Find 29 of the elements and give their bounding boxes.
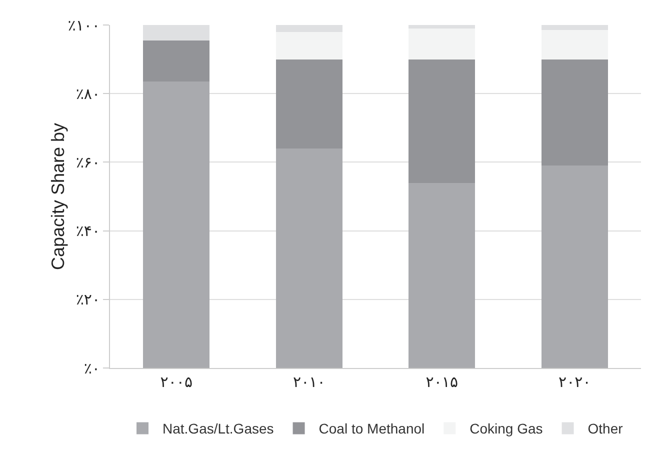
bar	[143, 82, 210, 368]
x-tick-label: ۲۰۲۰	[558, 374, 591, 391]
y-tick-label: ٪۶۰	[76, 154, 100, 172]
y-tick-label: ٪۰	[84, 360, 100, 378]
bar	[408, 182, 476, 368]
x-tick-label: ۲۰۰۵	[160, 374, 192, 391]
y-axis-title: Capacity Share by	[48, 122, 68, 270]
legend-label: Coking Gas	[470, 420, 543, 437]
y-tick-label: ٪۱۰۰	[68, 17, 100, 34]
bar	[541, 166, 608, 368]
legend-label: Coal to Methanol	[318, 420, 425, 437]
y-tick-label: ٪۲۰	[76, 292, 100, 309]
y-tick-label: ٪۴۰	[76, 223, 100, 240]
legend-label: Other	[588, 420, 624, 437]
y-tick-label: ٪۸۰	[76, 86, 100, 103]
bar	[541, 30, 608, 60]
legend-label: Nat.Gas/Lt.Gases	[162, 420, 274, 437]
bar	[143, 25, 210, 40]
bar	[408, 28, 476, 60]
x-tick-label: ۲۰۱۰	[293, 374, 326, 391]
bar	[276, 32, 342, 60]
bar	[276, 59, 342, 148]
x-tick-label: ۲۰۱۵	[426, 374, 458, 391]
bar	[408, 59, 476, 183]
bar	[276, 148, 342, 368]
bar	[143, 40, 210, 82]
bar	[276, 25, 342, 32]
bar	[541, 59, 608, 166]
bar	[541, 25, 608, 30]
